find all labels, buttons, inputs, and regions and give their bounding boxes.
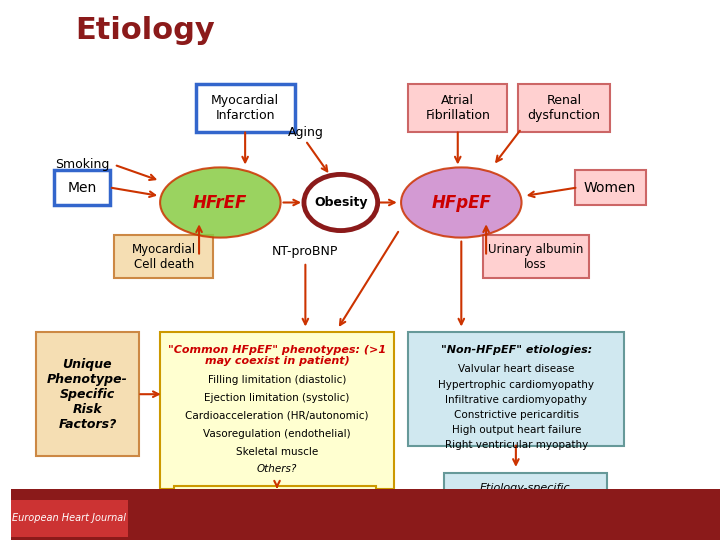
FancyBboxPatch shape [114, 235, 213, 278]
Text: "Common HFpEF" phenotypes: (>1
may coexist in patient): "Common HFpEF" phenotypes: (>1 may coexi… [168, 345, 386, 366]
Text: Urinary albumin
loss: Urinary albumin loss [488, 242, 583, 271]
FancyBboxPatch shape [408, 332, 624, 446]
Text: High output heart failure: High output heart failure [451, 425, 581, 435]
Text: HFpEF: HFpEF [431, 193, 491, 212]
FancyBboxPatch shape [482, 235, 589, 278]
Text: Smoking: Smoking [55, 158, 109, 171]
FancyBboxPatch shape [12, 489, 720, 540]
Text: Vasoregulation (endothelial): Vasoregulation (endothelial) [203, 429, 351, 439]
Ellipse shape [401, 167, 521, 238]
Text: Infiltrative cardiomyopathy: Infiltrative cardiomyopathy [445, 395, 588, 405]
FancyBboxPatch shape [444, 472, 606, 526]
Text: Cardioacceleration (HR/autonomic): Cardioacceleration (HR/autonomic) [185, 411, 369, 421]
Text: Hypertrophic cardiomyopathy: Hypertrophic cardiomyopathy [438, 380, 594, 390]
Text: Women: Women [584, 181, 636, 194]
Text: Etiology-specific
Treatments (surgery,
chemotherapy): Etiology-specific Treatments (surgery, c… [467, 483, 583, 516]
FancyBboxPatch shape [408, 84, 508, 132]
FancyBboxPatch shape [196, 84, 294, 132]
Text: Myocardial
Cell death: Myocardial Cell death [132, 242, 196, 271]
Text: European Heart Journal: European Heart Journal [12, 514, 127, 523]
Text: Atrial
Fibrillation: Atrial Fibrillation [426, 94, 490, 122]
Text: "Non-HFpEF" etiologies:: "Non-HFpEF" etiologies: [441, 345, 592, 355]
FancyBboxPatch shape [36, 332, 139, 456]
Text: Right ventricular myopathy: Right ventricular myopathy [445, 440, 588, 450]
Circle shape [304, 174, 378, 231]
Text: Constrictive pericarditis: Constrictive pericarditis [454, 410, 579, 420]
Text: Valvular heart disease: Valvular heart disease [458, 364, 575, 375]
Text: Others?: Others? [257, 464, 297, 475]
Text: Unique
Phenotype-
Specific
Risk
Factors?: Unique Phenotype- Specific Risk Factors? [47, 357, 128, 431]
FancyBboxPatch shape [54, 170, 110, 205]
Text: Myocardial
Infarction: Myocardial Infarction [211, 94, 279, 122]
Ellipse shape [160, 167, 281, 238]
Text: Obesity: Obesity [314, 196, 368, 209]
Text: Aging: Aging [287, 126, 323, 139]
FancyBboxPatch shape [174, 486, 377, 526]
Text: HFrEF: HFrEF [193, 193, 248, 212]
Text: Men: Men [68, 181, 96, 194]
FancyBboxPatch shape [518, 84, 610, 132]
Text: Ejection limitation (systolic): Ejection limitation (systolic) [204, 393, 350, 403]
FancyBboxPatch shape [12, 500, 128, 537]
Text: Filling limitation (diastolic): Filling limitation (diastolic) [208, 375, 346, 386]
Text: Etiology: Etiology [75, 16, 215, 45]
FancyBboxPatch shape [575, 170, 646, 205]
Text: Renal
dysfunction: Renal dysfunction [528, 94, 600, 122]
Text: Skeletal muscle: Skeletal muscle [236, 447, 318, 457]
FancyBboxPatch shape [160, 332, 394, 489]
Text: Unique Phenotype-specific
Treatments?: Unique Phenotype-specific Treatments? [201, 496, 349, 517]
Text: NT-proBNP: NT-proBNP [272, 245, 338, 258]
